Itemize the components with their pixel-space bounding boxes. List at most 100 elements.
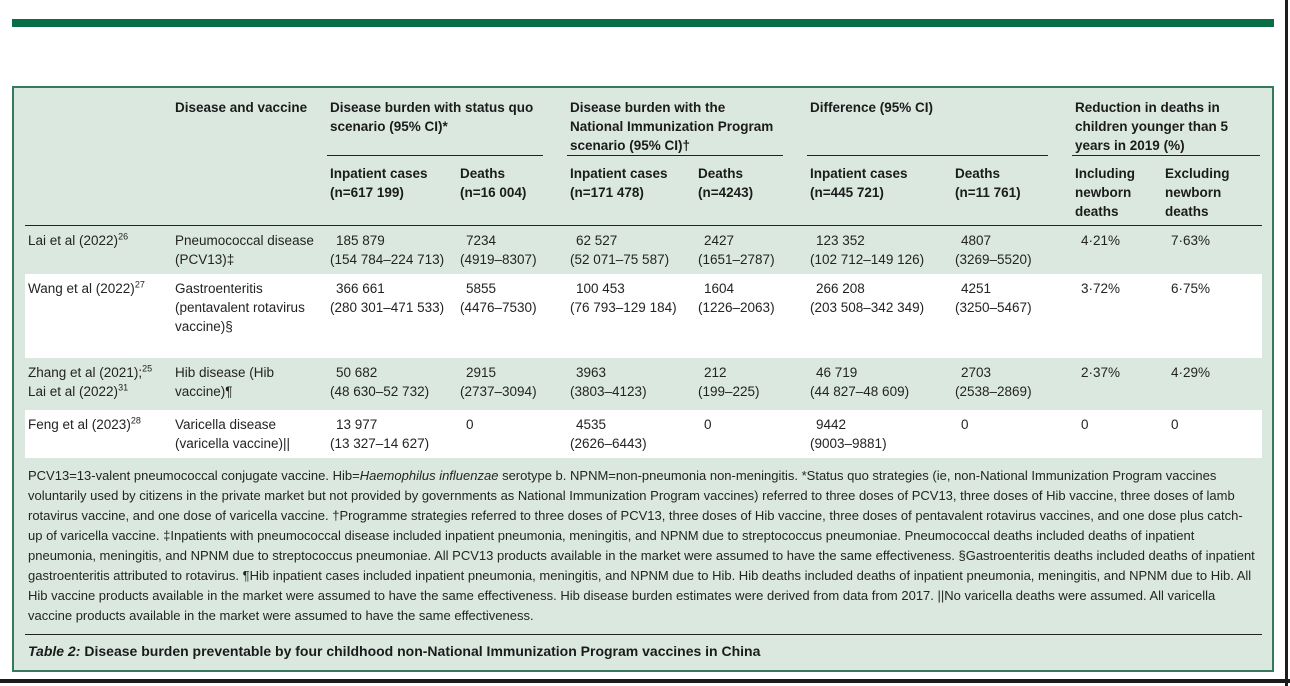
value-cell: 3963 (3803–4123) xyxy=(567,358,695,410)
value-cell: 2915 (2737–3094) xyxy=(457,358,567,410)
confidence-interval: (1226–2063) xyxy=(698,300,775,315)
point-estimate: 212 xyxy=(704,365,727,380)
point-estimate: 7234 xyxy=(466,233,497,248)
footnotes: PCV13=13-valent pneumococcal conjugate v… xyxy=(25,458,1262,626)
point-estimate: 5855 xyxy=(466,281,497,296)
table-group-header-row: Disease and vaccine Disease burden with … xyxy=(25,88,1262,156)
point-estimate: 50 682 xyxy=(336,365,378,380)
value-cell: 0 xyxy=(1072,410,1162,458)
disease-vaccine-cell: Pneumococcal disease (PCV13)‡ xyxy=(175,233,314,267)
value-cell: 0 xyxy=(695,410,807,458)
value-cell: 266 208 (203 508–342 349) xyxy=(807,274,952,358)
point-estimate: 4·29% xyxy=(1171,365,1211,380)
study-reference: Feng et al (2023)28 xyxy=(28,415,141,432)
value-cell: 0 xyxy=(952,410,1072,458)
point-estimate: 266 208 xyxy=(816,281,865,296)
disease-vaccine-cell: Varicella disease (varicella vaccine)|| xyxy=(175,417,291,451)
point-estimate: 2915 xyxy=(466,365,497,380)
study-reference: Lai et al (2022)31 xyxy=(28,382,129,399)
confidence-interval: (3269–5520) xyxy=(955,252,1032,267)
column-header-disease-and-vaccine: Disease and vaccine xyxy=(175,100,308,115)
reference-superscript: 28 xyxy=(130,415,141,426)
value-cell: 100 453 (76 793–129 184) xyxy=(567,274,695,358)
group-header-difference: Difference (95% CI) xyxy=(807,88,1048,156)
confidence-interval: (4919–8307) xyxy=(460,252,537,267)
subheader-spacer xyxy=(172,156,327,225)
value-cell: 7234 (4919–8307) xyxy=(457,226,567,274)
confidence-interval: (13 327–14 627) xyxy=(330,436,430,451)
value-cell: 6·75% xyxy=(1162,274,1262,358)
point-estimate: 6·75% xyxy=(1171,281,1211,296)
study-reference: Zhang et al (2021);25 xyxy=(28,363,153,380)
point-estimate: 3·72% xyxy=(1081,281,1121,296)
study-cell: Feng et al (2023)28 xyxy=(25,410,172,458)
confidence-interval: (2626–6443) xyxy=(570,436,647,451)
value-cell: 0 xyxy=(1162,410,1262,458)
page-right-border xyxy=(1285,0,1288,686)
value-cell: 13 977 (13 327–14 627) xyxy=(327,410,457,458)
point-estimate: 0 xyxy=(1081,417,1089,432)
table-caption-row: Table 2: Disease burden preventable by fo… xyxy=(25,634,1262,670)
point-estimate: 7·63% xyxy=(1171,233,1211,248)
confidence-interval: (280 301–471 533) xyxy=(330,300,445,315)
confidence-interval: (9003–9881) xyxy=(810,436,887,451)
table-caption-label: Table 2: xyxy=(28,643,81,659)
point-estimate: 0 xyxy=(1171,417,1179,432)
top-accent-bar xyxy=(12,19,1274,27)
value-cell: 50 682 (48 630–52 732) xyxy=(327,358,457,410)
table-row: Wang et al (2022)27 Gastroenteritis (pent… xyxy=(25,274,1262,358)
subheader-diff-deaths: Deaths (n=11 761) xyxy=(955,166,1021,200)
confidence-interval: (2538–2869) xyxy=(955,384,1032,399)
point-estimate: 366 661 xyxy=(336,281,385,296)
disease-vaccine-cell: Hib disease (Hib vaccine)¶ xyxy=(175,365,275,399)
value-cell: 0 xyxy=(457,410,567,458)
value-cell: 4·29% xyxy=(1162,358,1262,410)
point-estimate: 3963 xyxy=(576,365,607,380)
point-estimate: 4535 xyxy=(576,417,607,432)
confidence-interval: (199–225) xyxy=(698,384,760,399)
value-cell: 1604 (1226–2063) xyxy=(695,274,807,358)
page-bottom-border xyxy=(0,679,1290,683)
point-estimate: 2·37% xyxy=(1081,365,1121,380)
point-estimate: 46 719 xyxy=(816,365,858,380)
point-estimate: 1604 xyxy=(704,281,735,296)
point-estimate: 9442 xyxy=(816,417,847,432)
study-reference: Wang et al (2022)27 xyxy=(28,279,145,296)
reference-superscript: 26 xyxy=(118,231,129,242)
confidence-interval: (154 784–224 713) xyxy=(330,252,445,267)
subheader-spacer xyxy=(25,156,172,225)
value-cell: 366 661 (280 301–471 533) xyxy=(327,274,457,358)
confidence-interval: (3250–5467) xyxy=(955,300,1032,315)
value-cell: 4807 (3269–5520) xyxy=(952,226,1072,274)
value-cell: 7·63% xyxy=(1162,226,1262,274)
point-estimate: 123 352 xyxy=(816,233,865,248)
study-reference: Lai et al (2022)26 xyxy=(28,231,129,248)
table-subheader-row: Inpatient cases (n=617 199) Deaths (n=16… xyxy=(25,156,1262,226)
confidence-interval: (76 793–129 184) xyxy=(570,300,677,315)
value-cell: 123 352 (102 712–149 126) xyxy=(807,226,952,274)
point-estimate: 4·21% xyxy=(1081,233,1121,248)
point-estimate: 4251 xyxy=(961,281,992,296)
table-caption-text: Disease burden preventable by four child… xyxy=(84,643,761,659)
value-cell: 185 879 (154 784–224 713) xyxy=(327,226,457,274)
subheader-diff-inpatient: Inpatient cases (n=445 721) xyxy=(810,166,908,200)
value-cell: 46 719 (44 827–48 609) xyxy=(807,358,952,410)
footnote-text: PCV13=13-valent pneumococcal conjugate v… xyxy=(28,468,1255,623)
point-estimate: 100 453 xyxy=(576,281,625,296)
study-cell: Zhang et al (2021);25 Lai et al (2022)31 xyxy=(25,358,172,410)
point-estimate: 0 xyxy=(961,417,969,432)
value-cell: 2703 (2538–2869) xyxy=(952,358,1072,410)
value-cell: 4251 (3250–5467) xyxy=(952,274,1072,358)
point-estimate: 2427 xyxy=(704,233,735,248)
point-estimate: 2703 xyxy=(961,365,992,380)
table-caption: Table 2: Disease burden preventable by fo… xyxy=(28,642,1262,661)
reference-superscript: 27 xyxy=(134,279,145,290)
group-header-reduction: Reduction in deaths in children younger … xyxy=(1072,88,1260,156)
study-cell: Wang et al (2022)27 xyxy=(25,274,172,358)
disease-vaccine-cell: Gastroenteritis (pentavalent rotavirus v… xyxy=(175,281,305,334)
group-header-status-quo: Disease burden with status quo scenario … xyxy=(327,88,543,156)
value-cell: 2427 (1651–2787) xyxy=(695,226,807,274)
confidence-interval: (4476–7530) xyxy=(460,300,537,315)
table2-card: Disease and vaccine Disease burden with … xyxy=(12,86,1274,672)
